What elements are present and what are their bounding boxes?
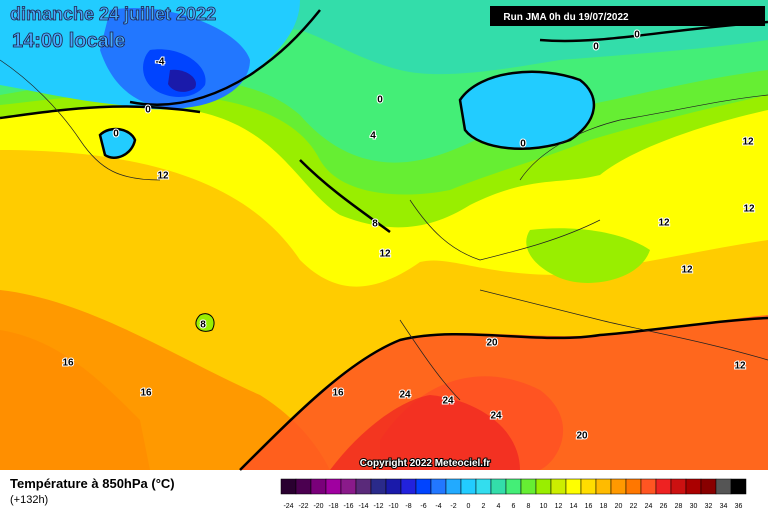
contour-label: 16 [140,388,152,399]
contour-label: 16 [332,388,344,399]
run-box [490,6,765,26]
colorbar-label: 10 [540,503,548,510]
colorbar-label: -14 [358,503,368,510]
contour-label: 12 [742,137,754,148]
colorbar-box [535,478,552,495]
contour-label: 4 [370,131,376,142]
colorbar-box [385,478,402,495]
colorbar-box [730,478,747,495]
date: dimanche 24 juillet 2022 [10,4,216,24]
colorbar-box [565,478,582,495]
colorbar-box [490,478,507,495]
colorbar-label: 24 [645,503,653,510]
colorbar-box [550,478,567,495]
colorbar-label: -2 [450,503,456,510]
colorbar-label: -20 [313,503,323,510]
colorbar-label: 32 [705,503,713,510]
colorbar-box [610,478,627,495]
colorbar-box [340,478,357,495]
run: Run JMA 0h du 19/07/2022 [503,12,629,23]
colorbar-box [310,478,327,495]
colorbar-label: 14 [570,503,578,510]
colorbar-box [580,478,597,495]
copyright: Copyright 2022 Meteociel.fr [360,458,491,469]
colorbar-label: -6 [420,503,426,510]
contour-label: 24 [399,390,411,401]
colorbar-box [625,478,642,495]
colorbar-box [715,478,732,495]
colorbar-label: -22 [298,503,308,510]
colorbar-label: -12 [373,503,383,510]
colorbar-label: 26 [660,503,668,510]
colorbar-box [520,478,537,495]
contour-label: 16 [62,358,74,369]
colorbar-label: 22 [630,503,638,510]
colorbar-label: 4 [497,503,501,510]
contour-label: 0 [520,139,526,150]
colorbar-label: 30 [690,503,698,510]
contour-label: 24 [442,396,454,407]
contour-label: 20 [486,338,498,349]
colorbar-label: -10 [388,503,398,510]
colorbar-box [670,478,687,495]
colorbar-label: -18 [328,503,338,510]
colorbar-label: 8 [527,503,531,510]
colorbar-box [460,478,477,495]
lead-time: (+132h) [10,494,48,506]
contour-label: 0 [593,42,599,53]
colorbar-box [370,478,387,495]
colorbar-box [355,478,372,495]
contour-label: 12 [379,249,391,260]
colorbar-label: -4 [435,503,441,510]
colorbar-label: -8 [405,503,411,510]
colorbar: -24 -22 -20 -18 -16 -14 -12 -10 -8 -6 -4 -2 0 2 4 6 8 10 1… [280,478,747,510]
contour-label: 12 [658,218,670,229]
colorbar-box [595,478,612,495]
colorbar-box [325,478,342,495]
colorbar-box [430,478,447,495]
colorbar-box [700,478,717,495]
colorbar-label: 18 [600,503,608,510]
colorbar-label: 28 [675,503,683,510]
map: -4 0 0 0 0 0 0 4 8 8 12 12 12 12 12 12 12 16 16 16 20 20 24 24 2… [0,0,768,471]
time: 14:00 locale [12,30,125,52]
colorbar-label: 2 [482,503,486,510]
colorbar-box [400,478,417,495]
colorbar-label: 36 [735,503,743,510]
contour-label: 20 [576,431,588,442]
contour-label: 0 [145,105,151,116]
contour-label: -4 [156,57,165,68]
colorbar-label: 12 [555,503,563,510]
colorbar-box [655,478,672,495]
contour-label: 0 [634,30,640,41]
colorbar-box [475,478,492,495]
colorbar-label: 16 [585,503,593,510]
contour-label: 12 [734,361,746,372]
colorbar-label: 0 [467,503,471,510]
contour-label: 12 [681,265,693,276]
colorbar-box [445,478,462,495]
legend-title: Température à 850hPa (°C) [10,476,175,491]
colorbar-box [640,478,657,495]
colorbar-box [505,478,522,495]
colorbar-label: -24 [283,503,293,510]
colorbar-box [415,478,432,495]
colorbar-box [280,478,297,495]
contour-label: 0 [377,95,383,106]
colorbar-box [685,478,702,495]
colorbar-label: 20 [615,503,623,510]
contour-label: 12 [743,204,755,215]
contour-label: 8 [372,219,378,230]
colorbar-label: 34 [720,503,728,510]
contour-label: 24 [490,411,502,422]
contour-label: 8 [200,320,206,331]
contour-label: 0 [113,129,119,140]
colorbar-box [295,478,312,495]
colorbar-label: -16 [343,503,353,510]
colorbar-label: 6 [512,503,516,510]
contour-label: 12 [157,171,169,182]
